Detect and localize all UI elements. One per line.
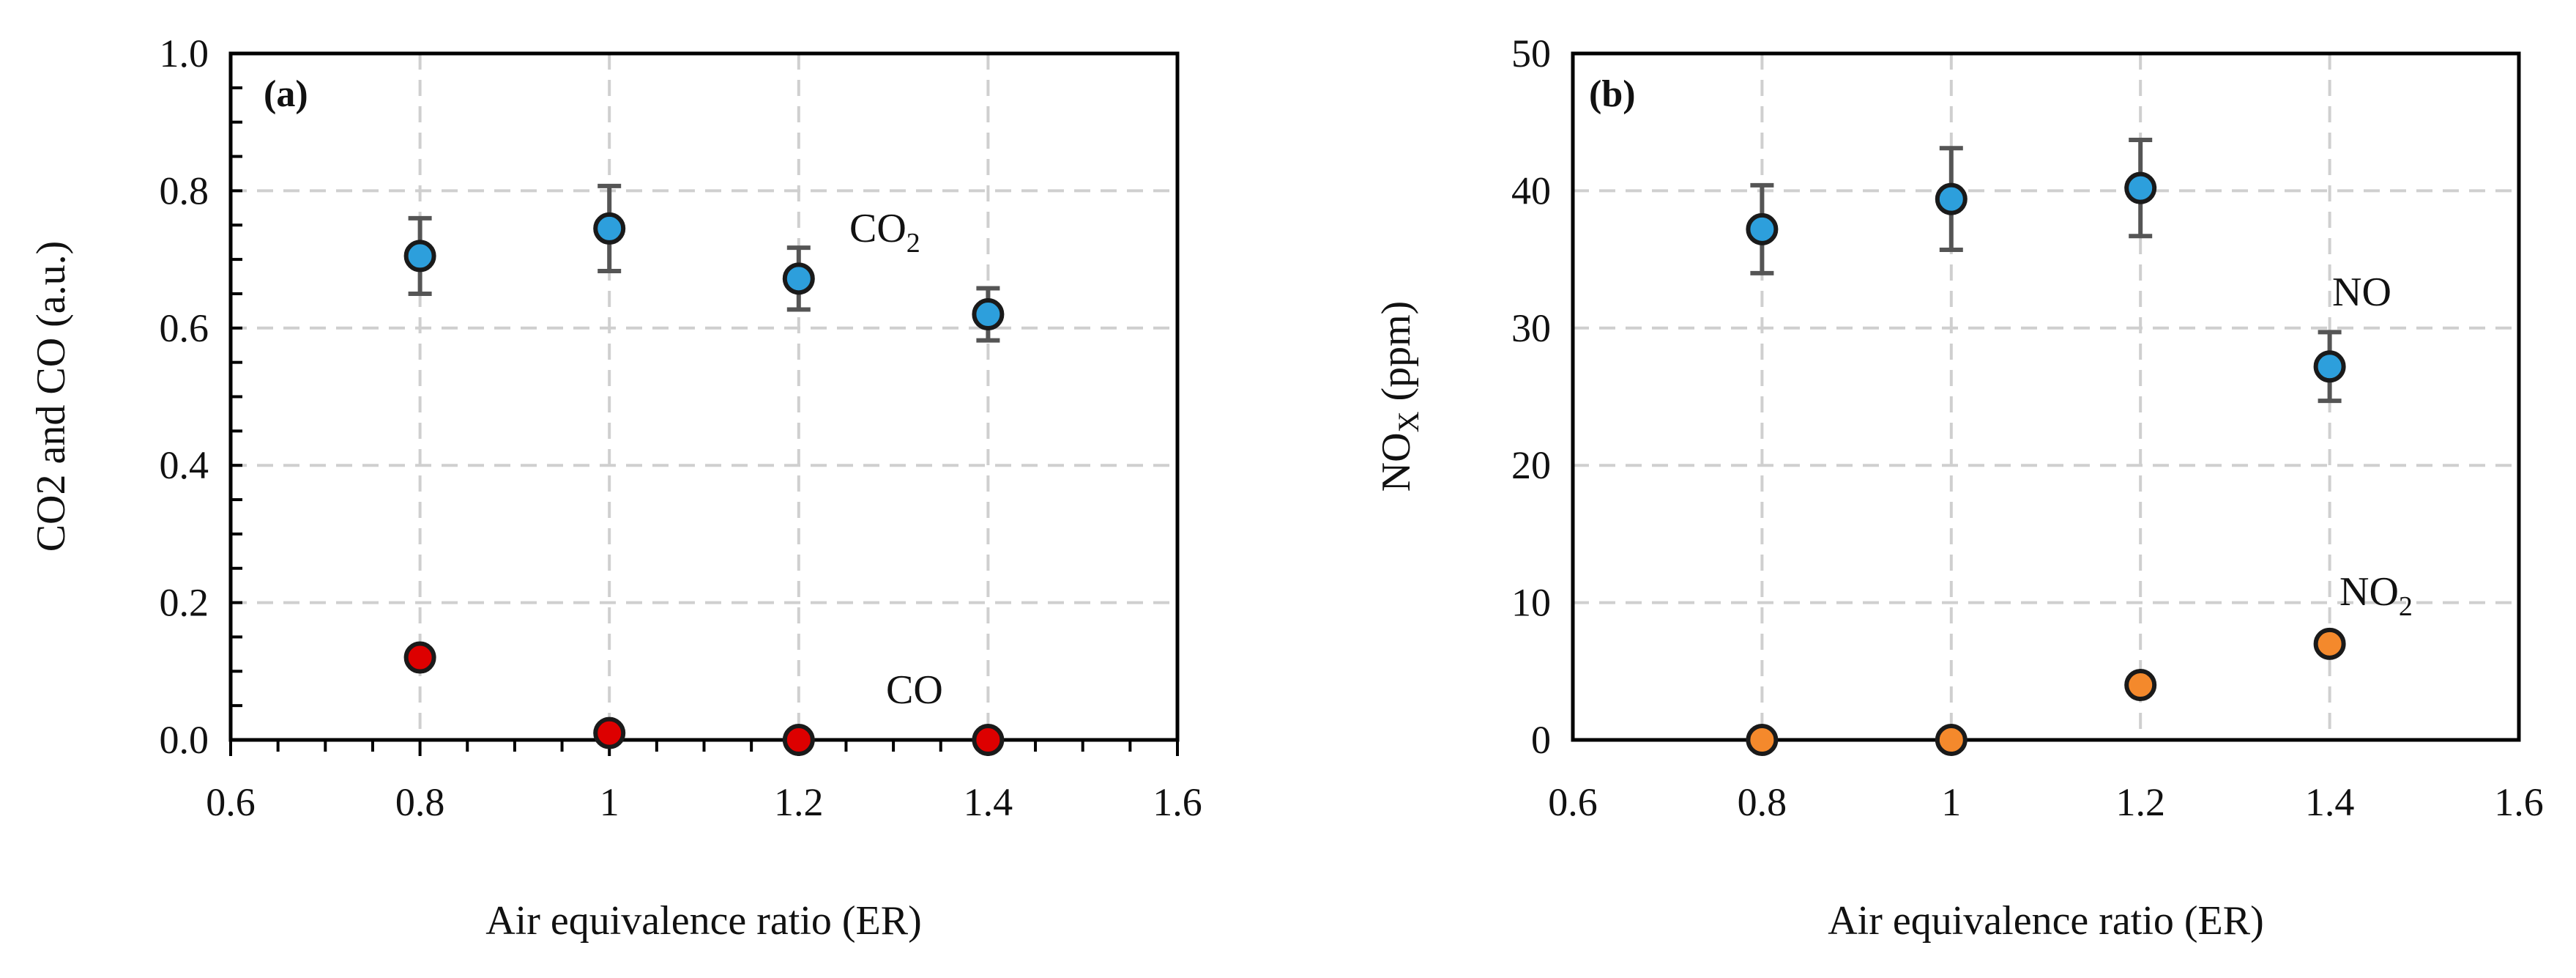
data-point-co2 [782,262,815,295]
panel-a-x-tick-labels: 0.6 0.8 1 1.2 1.4 1.6 [206,780,1202,824]
data-point-no2 [1935,724,1968,756]
series-label-co2: CO2 [849,206,920,259]
y-tick-label-50: 50 [1511,32,1551,75]
panel-b-y-axis-title: NOX (ppm) [1374,301,1425,492]
panel-a-x-axis-title: Air equivalence ratio (ER) [485,898,922,944]
data-point-no [1746,212,1779,245]
y-tick-label-0-2: 0.2 [160,581,209,625]
data-point-no [2313,350,2346,383]
series-label-no2: NO2 [2339,569,2413,622]
x-tick-label-0-6: 0.6 [1548,780,1598,824]
panel-b-y-axis-title-units: (ppm) [1374,301,1419,412]
panel-a-y-axis-title: CO2 and CO (a.u.) [29,241,74,552]
series-label-no2-main: NO [2339,569,2399,615]
data-point-co2 [972,298,1005,331]
y-tick-label-0-8: 0.8 [160,168,209,212]
data-point-co [403,641,436,674]
panel-b-data-points [1746,171,2346,756]
x-tick-label-1-6: 1.6 [2494,780,2544,824]
y-tick-label-1-0: 1.0 [160,32,209,75]
x-tick-label-0-6: 0.6 [206,780,256,824]
data-point-no2 [2124,669,2157,702]
panel-b-x-axis-title: Air equivalence ratio (ER) [1828,898,2264,944]
y-tick-label-30: 30 [1511,306,1551,350]
series-label-co: CO [886,667,943,713]
x-tick-label-1-4: 1.4 [964,780,1013,824]
data-point-co [593,716,626,749]
panel-b-label: (b) [1589,73,1636,115]
x-tick-label-0-8: 0.8 [1738,780,1787,824]
panel-a-ticks [229,52,1179,756]
y-tick-label-20: 20 [1511,443,1551,487]
panel-b-x-tick-labels: 0.6 0.8 1 1.2 1.4 1.6 [1548,780,2544,824]
panel-b-y-axis-title-subscript: X [1392,411,1425,432]
series-label-co2-subscript: 2 [907,228,920,259]
panel-b-gridlines [1573,53,2519,740]
panel-b-error-bars [1750,138,2342,692]
data-point-co [782,724,815,756]
y-tick-label-40: 40 [1511,168,1551,212]
data-point-co [972,724,1005,756]
data-point-co2 [403,240,436,273]
data-point-no [1935,182,1968,215]
panel-a-plot-frame [228,51,1180,742]
series-label-co2-main: CO [849,206,907,251]
x-tick-label-1-4: 1.4 [2305,780,2355,824]
panel-b-y-axis-title-main: NO [1374,432,1419,492]
panel-a-label: (a) [264,73,308,115]
x-tick-label-1-2: 1.2 [774,780,824,824]
x-tick-label-0-8: 0.8 [395,780,445,824]
data-point-no2 [1746,724,1779,756]
panel-a-y-tick-labels: 0.0 0.2 0.4 0.6 0.8 1.0 [160,32,209,762]
data-point-no2 [2313,627,2346,660]
y-tick-label-0-4: 0.4 [160,443,209,487]
x-tick-label-1: 1 [600,780,619,824]
panel-a-chart: 0.6 0.8 1 1.2 1.4 1.6 0.00.20.40.60.81.0 (a) … [29,32,1202,944]
data-point-co2 [593,212,626,245]
y-tick-label-0-6: 0.6 [160,306,209,350]
panel-b-plot-frame [1571,51,2521,742]
x-tick-label-1: 1 [1941,780,1961,824]
panel-a-data-points [403,212,1005,756]
series-label-no: NO [2332,270,2391,315]
x-tick-label-1-2: 1.2 [2115,780,2165,824]
y-tick-label-10: 10 [1511,581,1551,625]
y-tick-label-0: 0 [1531,718,1551,762]
y-tick-label-0-0: 0.0 [160,718,209,762]
panel-a-gridlines [231,53,1177,740]
panel-a-error-bars [408,183,1000,740]
panel-b-y-tick-labels: 0 10 20 30 40 50 [1511,32,1551,762]
x-tick-label-1-6: 1.6 [1153,780,1202,824]
data-point-no [2124,171,2157,204]
series-label-no2-subscript: 2 [2399,591,2413,622]
